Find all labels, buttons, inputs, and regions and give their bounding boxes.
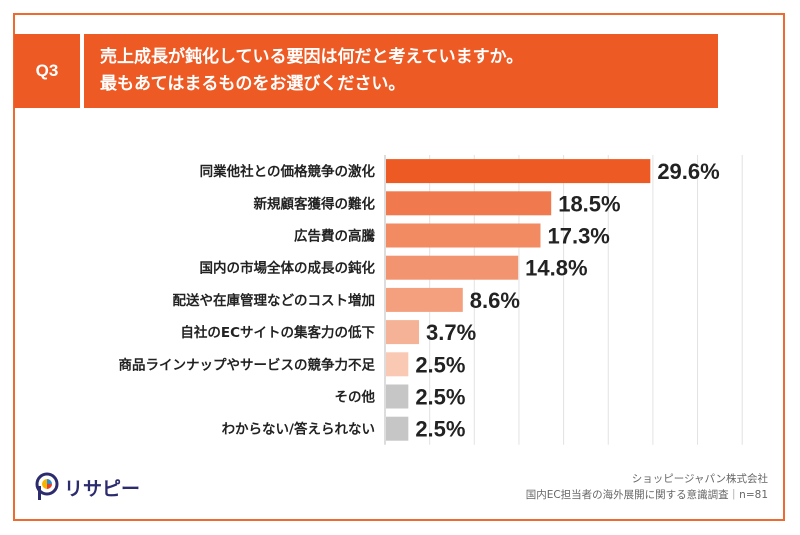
bar — [386, 191, 552, 216]
value-label: 8.6% — [470, 288, 520, 313]
category-label: その他 — [335, 389, 376, 406]
value-label: 2.5% — [415, 417, 465, 442]
risapy-logo-icon — [35, 472, 59, 500]
risapy-logo: リサピー — [34, 472, 140, 502]
category-label: 同業他社との価格競争の激化 — [200, 163, 376, 180]
category-label: 配送や在庫管理などのコスト増加 — [173, 292, 376, 309]
category-label: 国内の市場全体の成長の鈍化 — [200, 260, 376, 277]
category-label: 広告費の高騰 — [294, 228, 375, 245]
footer-credits: ショッピージャパン株式会社 国内EC担当者の海外展開に関する意識調査｜n=81 — [526, 471, 768, 503]
value-label: 2.5% — [415, 352, 465, 377]
question-text-line1: 売上成長が鈍化している要因は何だと考えていますか。 — [100, 47, 524, 67]
category-label: 商品ラインナップやサービスの競争力不足 — [119, 356, 376, 373]
bar — [386, 384, 409, 409]
value-label: 18.5% — [558, 191, 620, 216]
bar — [386, 352, 409, 377]
footer-survey-info: 国内EC担当者の海外展開に関する意識調査｜n=81 — [525, 489, 768, 501]
category-label: 新規顧客獲得の難化 — [254, 195, 376, 212]
category-label: わからない/答えられない — [222, 421, 375, 438]
bar — [386, 320, 420, 345]
question-number: Q3 — [35, 61, 59, 80]
bar — [386, 287, 463, 312]
bar — [386, 223, 541, 248]
bar — [386, 159, 651, 184]
risapy-logo-text: リサピー — [64, 477, 141, 500]
category-label: 自社のECサイトの集客力の低下 — [180, 324, 375, 341]
bar — [386, 255, 519, 280]
question-text-line2: 最もあてはまるものをお選びください。 — [100, 74, 406, 94]
value-label: 2.5% — [415, 385, 465, 410]
question-header: 売上成長が鈍化している要因は何だと考えていますか。 最もあてはまるものをお選びく… — [84, 34, 718, 108]
footer-company: ショッピージャパン株式会社 — [631, 473, 768, 485]
value-label: 17.3% — [547, 224, 609, 249]
value-label: 14.8% — [525, 256, 587, 281]
bar — [386, 416, 409, 441]
value-label: 3.7% — [426, 320, 476, 345]
value-label: 29.6% — [657, 159, 719, 184]
question-number-badge: Q3 — [14, 34, 80, 108]
